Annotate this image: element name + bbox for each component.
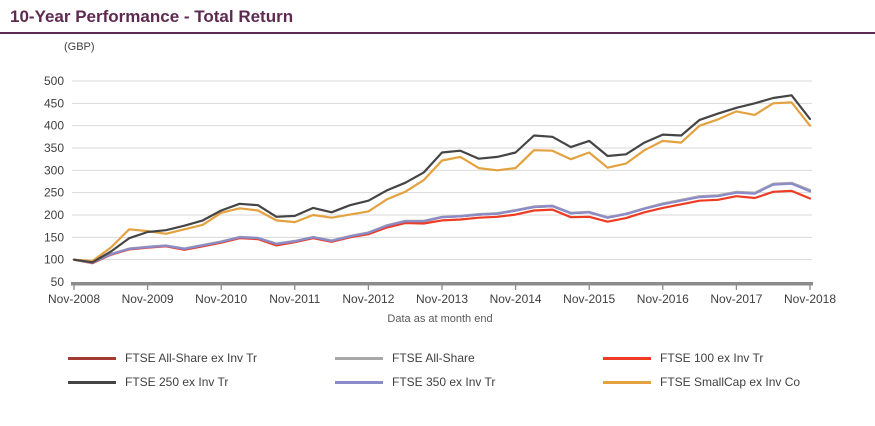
legend-label: FTSE All-Share — [392, 351, 475, 365]
legend-label: FTSE SmallCap ex Inv Co — [660, 375, 801, 389]
svg-text:250: 250 — [44, 186, 64, 200]
legend-label: FTSE 250 ex Inv Tr — [125, 375, 229, 389]
legend-label: FTSE 350 ex Inv Tr — [392, 375, 496, 389]
legend-line-swatch — [603, 380, 651, 384]
chart-legend: FTSE All-Share ex Inv Tr FTSE All-Share … — [0, 351, 875, 389]
svg-text:400: 400 — [44, 119, 64, 133]
svg-text:50: 50 — [51, 275, 65, 289]
legend-line-swatch — [68, 380, 116, 384]
legend-item-ftse-all-share: FTSE All-Share — [335, 351, 603, 365]
svg-text:Nov-2008: Nov-2008 — [48, 292, 100, 306]
header: 10-Year Performance - Total Return — [0, 0, 875, 27]
legend-label: FTSE All-Share ex Inv Tr — [125, 351, 258, 365]
svg-text:Nov-2010: Nov-2010 — [195, 292, 247, 306]
svg-text:200: 200 — [44, 208, 64, 222]
legend-line-swatch — [603, 356, 651, 360]
svg-text:150: 150 — [44, 230, 64, 244]
currency-label: (GBP) — [64, 41, 95, 53]
svg-text:Nov-2013: Nov-2013 — [416, 292, 468, 306]
svg-text:Nov-2015: Nov-2015 — [563, 292, 615, 306]
svg-text:Nov-2009: Nov-2009 — [122, 292, 174, 306]
title-rule — [0, 32, 875, 34]
svg-text:Nov-2014: Nov-2014 — [490, 292, 542, 306]
svg-text:350: 350 — [44, 141, 64, 155]
svg-text:300: 300 — [44, 163, 64, 177]
svg-text:Nov-2011: Nov-2011 — [269, 292, 320, 306]
svg-text:Nov-2016: Nov-2016 — [637, 292, 689, 306]
legend-item-ftse-350-ex-inv-tr: FTSE 350 ex Inv Tr — [335, 375, 603, 389]
svg-text:100: 100 — [44, 253, 64, 267]
svg-text:Nov-2017: Nov-2017 — [710, 292, 762, 306]
legend-item-ftse-100-ex-inv-tr: FTSE 100 ex Inv Tr — [603, 351, 875, 365]
svg-text:450: 450 — [44, 96, 64, 110]
svg-text:Nov-2018: Nov-2018 — [784, 292, 836, 306]
svg-text:Nov-2012: Nov-2012 — [342, 292, 394, 306]
legend-item-ftse-smallcap-ex-inv-co: FTSE SmallCap ex Inv Co — [603, 375, 875, 389]
page-title: 10-Year Performance - Total Return — [10, 7, 294, 26]
legend-item-ftse-all-share-ex-inv-tr: FTSE All-Share ex Inv Tr — [68, 351, 335, 365]
legend-line-swatch — [335, 356, 383, 360]
chart-footnote: Data as at month end — [387, 313, 493, 325]
legend-item-ftse-250-ex-inv-tr: FTSE 250 ex Inv Tr — [68, 375, 335, 389]
legend-label: FTSE 100 ex Inv Tr — [660, 351, 764, 365]
legend-line-swatch — [335, 380, 383, 384]
legend-line-swatch — [68, 356, 116, 360]
performance-chart: 50 100 150 200 250 300 350 400 450 500 Nov-2008 Nov… — [44, 74, 836, 306]
svg-text:500: 500 — [44, 74, 64, 88]
